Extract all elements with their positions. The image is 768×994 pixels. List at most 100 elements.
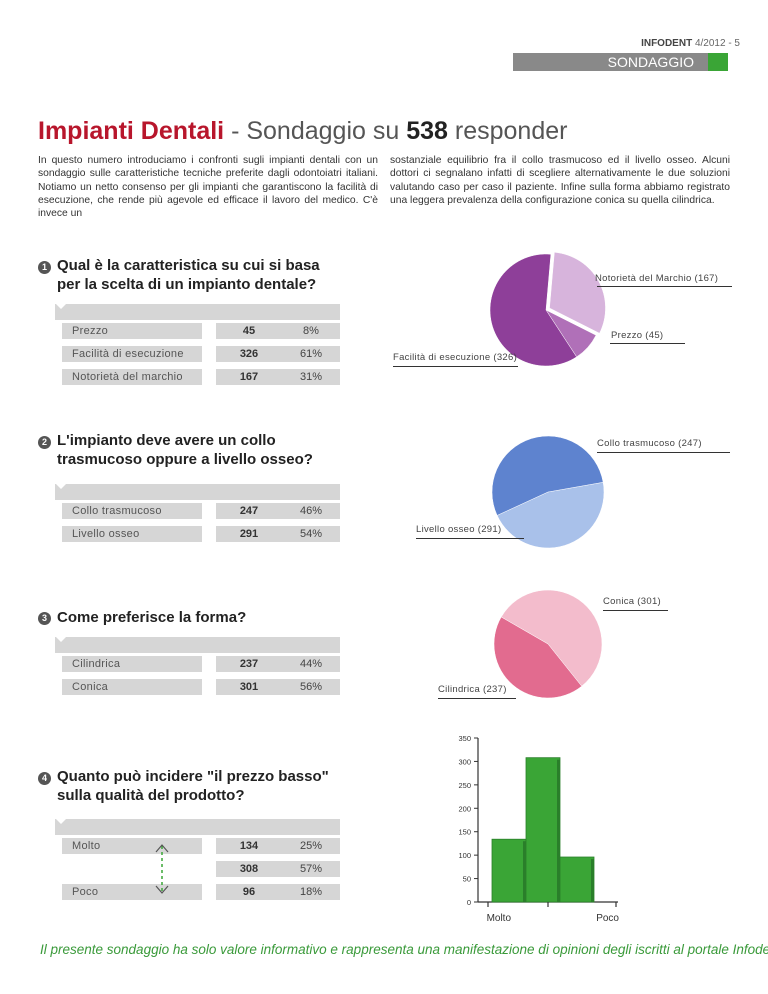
y-tick-label: 250 <box>458 781 471 790</box>
row-count: 247 <box>216 503 282 519</box>
pie-slice-notoriet-del-marchio <box>549 251 606 334</box>
issue-info: INFODENT 4/2012 - 5 <box>520 38 740 49</box>
issue-number: 4/2012 - 5 <box>694 38 740 49</box>
question-3: Come preferisce la forma? <box>57 608 246 627</box>
y-tick-label: 350 <box>458 734 471 743</box>
question-1-line-1: Qual è la caratteristica su cui si basa <box>57 257 320 274</box>
row-percent: 56% <box>282 679 340 695</box>
pie-1-leader-1 <box>610 343 685 344</box>
question-2-line-2: trasmucoso oppure a livello osseo? <box>57 451 313 468</box>
pie-slice-collo-trasmucoso <box>496 481 605 549</box>
pie-2-leader-0 <box>597 452 730 453</box>
row-label: Facilità di esecuzione <box>62 346 202 362</box>
pie-3-leader-1 <box>438 698 516 699</box>
question-4-line-1: Quanto può incidere "il prezzo basso" <box>57 768 329 785</box>
table-header-2 <box>55 484 340 500</box>
pie-slice-conica <box>500 589 603 687</box>
section-banner: SONDAGGIO <box>513 53 708 71</box>
table-notch-4 <box>56 819 66 824</box>
pie-2-label-0: Collo trasmucoso (247) <box>597 438 702 449</box>
row-count: 291 <box>216 526 282 542</box>
page-title: Impianti Dentali - Sondaggio su 538 resp… <box>38 116 567 146</box>
y-tick-label: 150 <box>458 828 471 837</box>
pie-1-label-1: Prezzo (45) <box>611 330 664 341</box>
y-tick-label: 50 <box>463 875 471 884</box>
table-header-3 <box>55 637 340 653</box>
footer-disclaimer: Il presente sondaggio ha solo valore inf… <box>40 942 768 957</box>
row-label: Cilindrica <box>62 656 202 672</box>
table-row: Notorietà del marchio 167 31% <box>62 369 340 385</box>
table-notch-2 <box>56 484 66 489</box>
pie-chart-1 <box>489 251 606 367</box>
y-tick-label: 100 <box>458 851 471 860</box>
bar <box>491 838 527 903</box>
pie-slice-facilit-di-esecuzione <box>489 253 577 367</box>
section-accent <box>708 53 728 71</box>
pie-3-leader-0 <box>603 610 668 611</box>
pie-2-label-1: Livello osseo (291) <box>416 524 502 535</box>
row-percent: 54% <box>282 526 340 542</box>
bar <box>559 856 595 903</box>
row-label: Molto <box>62 838 202 854</box>
y-tick-label: 300 <box>458 757 471 766</box>
table-row: 308 57% <box>62 861 340 877</box>
pie-chart-3 <box>493 589 603 699</box>
title-main: Impianti Dentali <box>38 117 225 145</box>
question-1-line-2: per la scelta di un impianto dentale? <box>57 276 317 293</box>
row-percent: 18% <box>282 884 340 900</box>
table-row: Prezzo 45 8% <box>62 323 340 339</box>
question-number-2: 2 <box>38 436 51 449</box>
pie-1-leader-2 <box>393 366 518 367</box>
question-2: L'impianto deve avere un collo trasmucos… <box>57 431 313 469</box>
row-count: 237 <box>216 656 282 672</box>
row-percent: 8% <box>282 323 340 339</box>
row-count: 308 <box>216 861 282 877</box>
table-row: Molto 134 25% <box>62 838 340 854</box>
row-percent: 46% <box>282 503 340 519</box>
row-count: 301 <box>216 679 282 695</box>
row-label: Poco <box>62 884 202 900</box>
pie-chart-2 <box>491 435 605 549</box>
row-label: Livello osseo <box>62 526 202 542</box>
bar-chart: 0 50 100 150 200 250 300 350 Molto Poco <box>458 734 619 924</box>
row-percent: 44% <box>282 656 340 672</box>
pie-slice-cilindrica <box>493 616 583 699</box>
title-end: responder <box>447 117 568 145</box>
table-row: Cilindrica 237 44% <box>62 656 340 672</box>
row-count: 134 <box>216 838 282 854</box>
bar-shade <box>591 859 594 902</box>
magazine-name: INFODENT <box>641 38 693 49</box>
table-header-1 <box>55 304 340 320</box>
table-row: Poco 96 18% <box>62 884 340 900</box>
intro-col-1: In questo numero introduciamo i confront… <box>38 155 378 220</box>
row-count: 96 <box>216 884 282 900</box>
pie-1-label-2: Facilità di esecuzione (326) <box>393 352 518 363</box>
question-number-4: 4 <box>38 772 51 785</box>
pie-3-label-0: Conica (301) <box>603 596 661 607</box>
row-count: 167 <box>216 369 282 385</box>
row-count: 45 <box>216 323 282 339</box>
row-percent: 61% <box>282 346 340 362</box>
table-row: Conica 301 56% <box>62 679 340 695</box>
table-row: Collo trasmucoso 247 46% <box>62 503 340 519</box>
row-label: Collo trasmucoso <box>62 503 202 519</box>
y-tick-label: 200 <box>458 804 471 813</box>
pie-slice-livello-osseo <box>491 435 604 516</box>
row-percent: 25% <box>282 838 340 854</box>
pie-2-leader-1 <box>416 538 524 539</box>
table-notch-1 <box>56 304 66 309</box>
row-label: Notorietà del marchio <box>62 369 202 385</box>
question-4: Quanto può incidere "il prezzo basso" su… <box>57 767 329 805</box>
row-percent: 57% <box>282 861 340 877</box>
table-row: Livello osseo 291 54% <box>62 526 340 542</box>
x-tick-label: Molto <box>487 913 512 924</box>
pie-1-label-0: Notorietà del Marchio (167) <box>595 273 719 284</box>
table-row: Facilità di esecuzione 326 61% <box>62 346 340 362</box>
row-label: Prezzo <box>62 323 202 339</box>
question-number-3: 3 <box>38 612 51 625</box>
row-label <box>62 861 202 877</box>
row-count: 326 <box>216 346 282 362</box>
pie-1-leader-0 <box>597 286 732 287</box>
title-sep: - Sondaggio su <box>224 117 407 145</box>
question-2-line-1: L'impianto deve avere un collo <box>57 432 276 449</box>
